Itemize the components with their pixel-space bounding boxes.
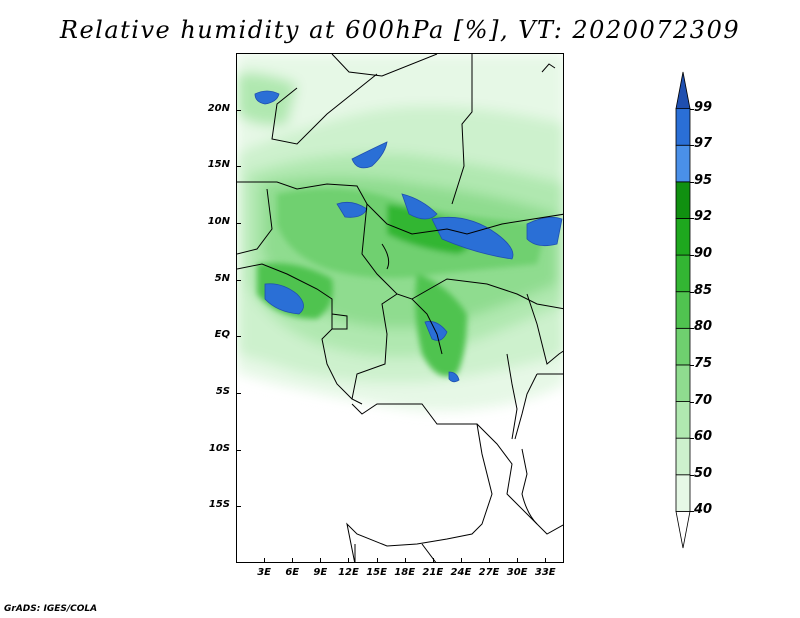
- lon-tick-mark: [460, 558, 462, 563]
- lon-tick-label: 33E: [534, 567, 556, 578]
- lat-tick-mark: [236, 506, 241, 508]
- colorbar-tick: [690, 181, 694, 183]
- colorbar-segment: [675, 474, 691, 512]
- lon-tick-mark: [404, 558, 406, 563]
- lat-tick-label: 5N: [214, 272, 230, 284]
- colorbar-segment: [675, 510, 691, 549]
- colorbar-segment: [675, 71, 691, 110]
- humidity-map: [237, 54, 563, 562]
- lon-tick-mark: [292, 558, 294, 563]
- colorbar-level-label: 99: [694, 99, 713, 115]
- colorbar-segment: [675, 181, 691, 219]
- lat-tick-label: 20N: [207, 102, 230, 114]
- colorbar-segment: [675, 108, 691, 146]
- colorbar-segment: [675, 291, 691, 329]
- humidity-field-saturated: [254, 90, 563, 383]
- colorbar-segment: [675, 364, 691, 402]
- colorbar-segment: [675, 401, 691, 439]
- colorbar-tick: [690, 255, 694, 257]
- lon-tick-label: 3E: [257, 567, 272, 578]
- colorbar-level-label: 92: [694, 209, 713, 225]
- colorbar-segment: [675, 144, 691, 183]
- map-title: Relative humidity at 600hPa [%], VT: 202…: [59, 16, 741, 44]
- lon-tick-label: 15E: [366, 567, 387, 578]
- colorbar-tick: [690, 145, 694, 147]
- lon-tick-label: 18E: [394, 567, 416, 578]
- software-credit: GrADS: IGES/COLA: [4, 604, 98, 614]
- lon-tick-mark: [320, 558, 322, 563]
- lat-tick-mark: [236, 449, 241, 451]
- lon-tick-label: 9E: [313, 567, 328, 578]
- lon-tick-label: 21E: [422, 567, 444, 578]
- lat-tick-mark: [236, 223, 241, 224]
- lon-tick-mark: [545, 558, 547, 563]
- colorbar-segment: [675, 218, 691, 256]
- lon-tick-mark: [489, 558, 491, 563]
- lon-tick-mark: [264, 558, 266, 563]
- colorbar-tick: [690, 438, 694, 440]
- lat-tick-label: EQ: [214, 329, 230, 341]
- lon-tick-mark: [348, 558, 350, 563]
- lat-tick-mark: [236, 279, 241, 281]
- colorbar-level-label: 50: [694, 465, 713, 481]
- colorbar-segment: [675, 327, 691, 366]
- lon-tick-label: 27E: [478, 567, 500, 578]
- lon-tick-label: 24E: [450, 567, 472, 578]
- colorbar-level-label: 80: [694, 319, 713, 335]
- colorbar-tick: [690, 401, 694, 403]
- colorbar-tick: [690, 328, 694, 330]
- lon-tick-label: 12E: [338, 567, 359, 578]
- colorbar: [675, 71, 691, 549]
- colorbar-segment: [675, 437, 691, 476]
- colorbar-level-label: 97: [694, 136, 713, 152]
- lon-tick-mark: [432, 558, 434, 563]
- lat-tick-mark: [236, 166, 241, 168]
- lat-tick-mark: [236, 336, 241, 338]
- colorbar-level-label: 70: [694, 392, 713, 408]
- colorbar-tick: [690, 218, 694, 220]
- colorbar-level-label: 40: [694, 502, 713, 518]
- colorbar-segment: [675, 254, 691, 293]
- colorbar-tick: [690, 364, 694, 366]
- colorbar-tick: [690, 291, 694, 293]
- colorbar-level-label: 75: [694, 355, 713, 371]
- lat-tick-label: 15S: [208, 499, 230, 511]
- lat-tick-mark: [236, 393, 241, 394]
- lon-tick-label: 6E: [285, 567, 300, 578]
- colorbar-tick: [690, 511, 694, 513]
- colorbar-level-label: 85: [694, 282, 713, 298]
- colorbar-tick: [690, 108, 694, 110]
- lat-tick-mark: [236, 109, 241, 111]
- lon-tick-mark: [376, 558, 378, 563]
- country-borders: [237, 54, 563, 562]
- map-plot-area: [236, 53, 564, 563]
- lat-tick-label: 10S: [208, 442, 230, 454]
- lon-tick-mark: [517, 558, 519, 563]
- lat-tick-label: 5S: [215, 386, 230, 397]
- lon-tick-label: 30E: [506, 567, 528, 578]
- lat-tick-label: 10N: [207, 216, 230, 227]
- colorbar-level-label: 90: [694, 246, 713, 262]
- colorbar-level-label: 60: [694, 429, 713, 445]
- colorbar-tick: [690, 474, 694, 476]
- colorbar-level-label: 95: [694, 172, 713, 188]
- lat-tick-label: 15N: [207, 159, 230, 171]
